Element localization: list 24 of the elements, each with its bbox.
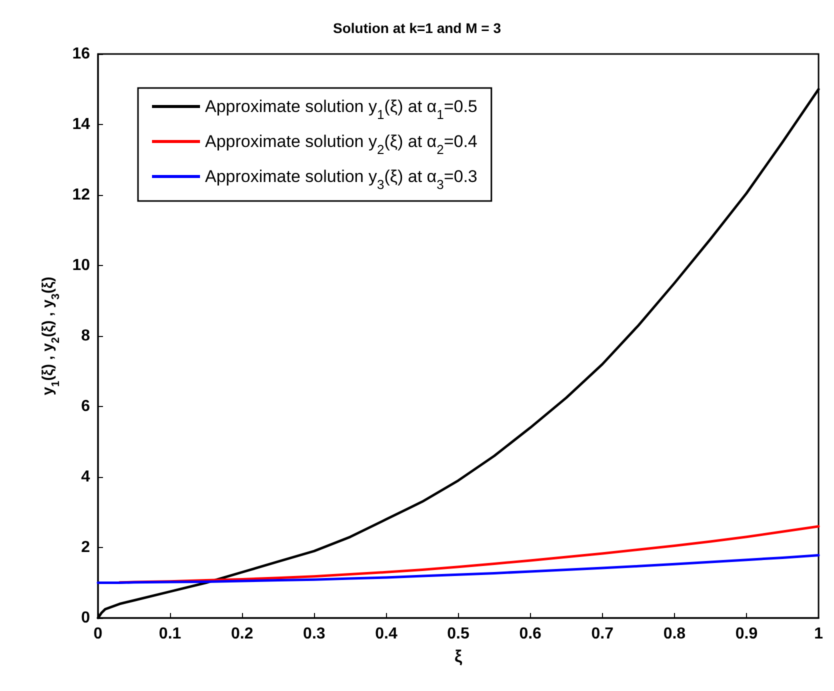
y-tick-label: 16: [72, 46, 90, 62]
line-series: [96, 554, 820, 584]
y-tick-label: 2: [81, 539, 90, 556]
chart-title: Solution at k=1 and M = 3: [332, 20, 502, 36]
y-tick-label: 6: [81, 398, 90, 415]
x-tick-label: 1: [814, 626, 824, 642]
x-axis-title: ξ: [454, 647, 462, 666]
y-tick-label: 8: [81, 328, 90, 344]
y-tick-label: 0: [81, 610, 90, 626]
y-tick-label: 10: [72, 257, 90, 274]
x-tick-label: 0: [94, 626, 103, 642]
x-tick-label: 0.5: [447, 626, 470, 642]
x-tick-label: 0.2: [230, 626, 254, 642]
y-axis-title: y1(ξ) , y2(ξ) , y3(ξ): [39, 276, 62, 396]
x-tick-label: 0.6: [519, 626, 542, 642]
x-tick-label: 0.9: [735, 626, 758, 642]
x-tick-label: 0.1: [158, 626, 182, 642]
x-tick-label: 0.8: [663, 626, 686, 642]
x-tick-label: 0.4: [375, 626, 398, 642]
y-tick-label: 14: [72, 116, 90, 133]
x-tick-label: 0.3: [303, 626, 326, 642]
y-tick-label: 4: [81, 468, 90, 486]
x-tick-label: 0.7: [591, 626, 614, 642]
y-tick-label: 12: [72, 186, 90, 204]
